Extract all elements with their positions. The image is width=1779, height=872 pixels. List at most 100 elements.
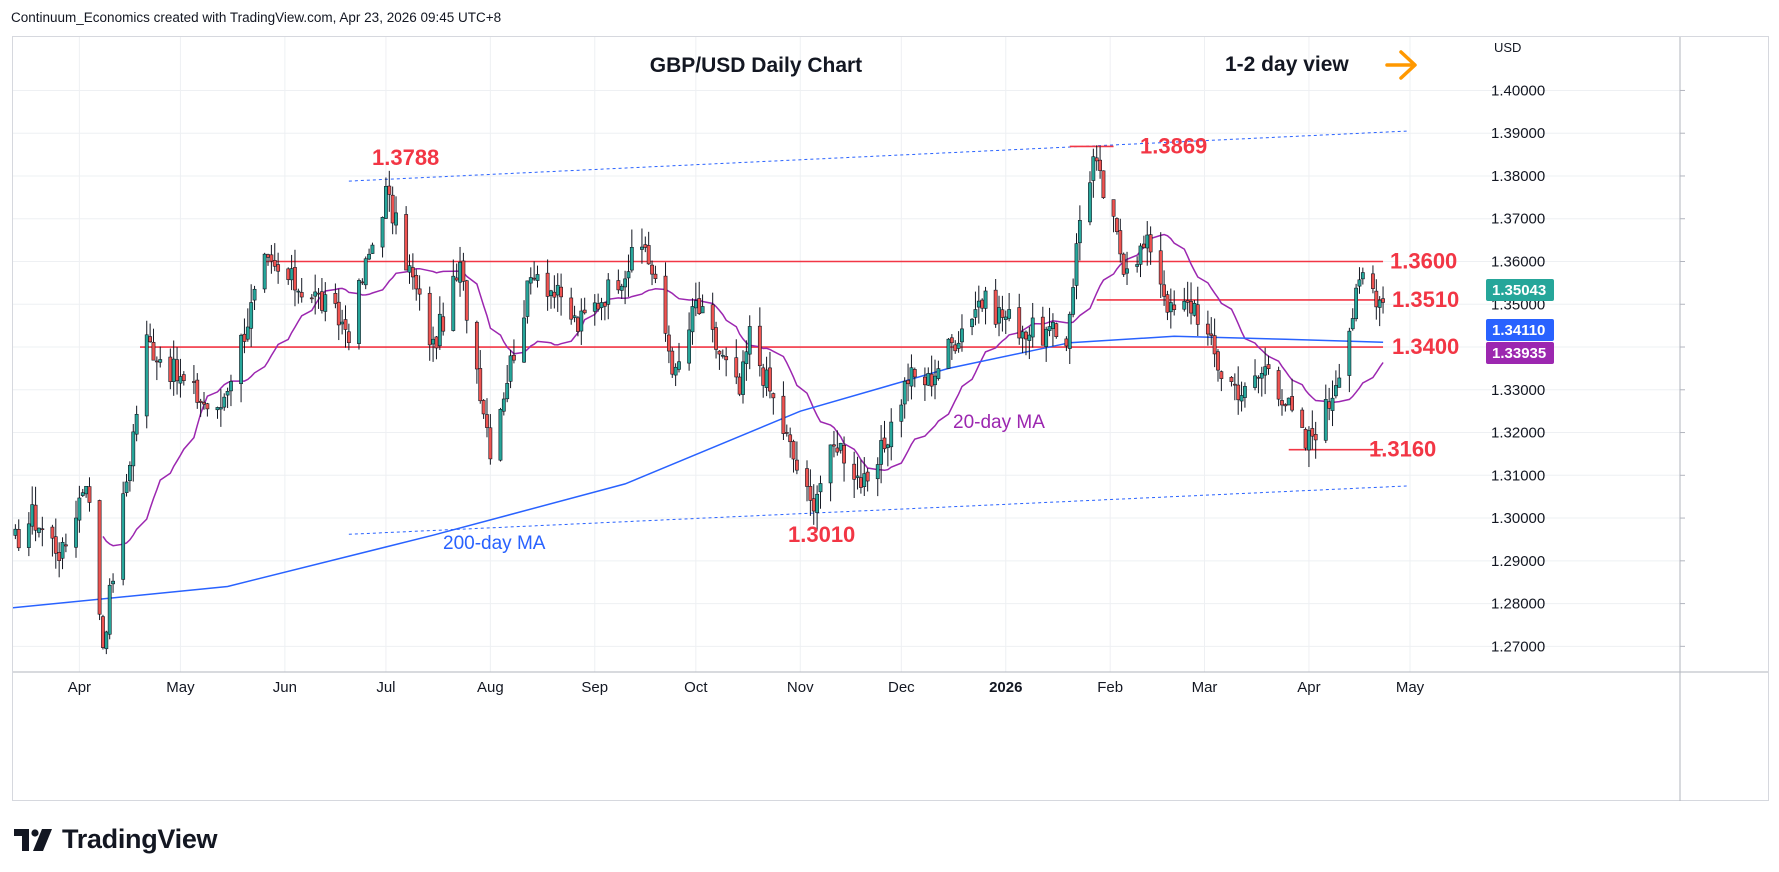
upper-channel-line <box>348 130 1407 182</box>
candle-body <box>1051 322 1055 329</box>
candle-body <box>643 244 648 248</box>
y-tick-label: 1.40000 <box>1491 82 1545 99</box>
candle-body <box>1333 385 1338 397</box>
price-badges: 1.35043 1.34110 1.33935 <box>1486 279 1554 364</box>
candle-body <box>1216 351 1220 371</box>
x-tick-label: Jun <box>273 679 297 696</box>
candle-body <box>717 350 722 355</box>
candle-body <box>960 328 964 343</box>
candle-body <box>1138 245 1143 265</box>
candle-body <box>626 271 631 279</box>
candle-body <box>1088 182 1092 223</box>
candle-body <box>936 368 941 379</box>
candle-body <box>673 366 678 376</box>
candle-body <box>205 403 210 410</box>
ma20-label: 20-day MA <box>953 412 1045 433</box>
candle-body <box>909 367 914 387</box>
candle-body <box>101 616 105 648</box>
candle-body <box>158 359 163 363</box>
candle-body <box>1313 433 1318 441</box>
candle-body <box>134 413 139 435</box>
annotation-1.3010: 1.3010 <box>788 522 855 547</box>
candle-body <box>229 381 233 392</box>
candle-body <box>384 186 388 219</box>
y-tick-label: 1.32000 <box>1491 425 1545 442</box>
moving-averages <box>13 233 1384 609</box>
candle-body <box>923 376 927 386</box>
candle-body <box>788 434 793 443</box>
candle-body <box>1243 386 1247 398</box>
candle-body <box>276 264 281 272</box>
candle-body <box>1121 253 1126 275</box>
candle-body <box>1047 326 1052 331</box>
chart-grid <box>13 37 1680 672</box>
candle-body <box>956 342 961 349</box>
candle-body <box>111 580 115 585</box>
candle-body <box>427 292 432 346</box>
y-tick-label: 1.27000 <box>1491 638 1545 655</box>
candle-body <box>1323 399 1328 441</box>
candle-body <box>687 329 692 364</box>
price-axis: 1.40000 1.39000 1.38000 1.37000 1.36000 1.350… <box>1491 37 1685 801</box>
price-badge-text: 1.33935 <box>1492 345 1546 362</box>
candle-body <box>946 338 951 369</box>
candle-body <box>434 336 439 349</box>
candle-body <box>26 523 31 548</box>
candle-body <box>417 288 422 295</box>
tradingview-logo[interactable]: TradingView <box>14 824 218 855</box>
candle-body <box>549 290 553 297</box>
candle-body <box>1219 371 1224 379</box>
candle-body <box>949 337 954 344</box>
candle-body <box>1074 243 1079 286</box>
candle-body <box>320 291 324 311</box>
y-tick-label: 1.36000 <box>1491 253 1545 270</box>
tradingview-icon <box>14 828 52 851</box>
candle-body <box>1354 287 1359 320</box>
candle-body <box>1280 400 1284 406</box>
candle-body <box>394 212 398 226</box>
candle-body <box>387 185 392 195</box>
candle-body <box>747 326 752 355</box>
candle-body <box>1276 370 1281 400</box>
candle-body <box>336 301 341 326</box>
candle-body <box>576 317 580 332</box>
candle-body <box>734 357 739 378</box>
candle-body <box>663 275 668 334</box>
candle-body <box>768 367 772 392</box>
annotations: 1.3600 1.3510 1.3400 1.3160 1.3869 1.3788 1.30… <box>372 50 1459 554</box>
candle-body <box>855 475 860 478</box>
candle-body <box>902 380 907 405</box>
candle-body <box>1232 383 1237 386</box>
candle-body <box>414 274 419 290</box>
candle-body <box>781 395 786 434</box>
candle-body <box>195 379 200 403</box>
candle-body <box>266 254 270 258</box>
candle-body <box>744 351 749 365</box>
x-tick-label: May <box>166 679 195 696</box>
candle-body <box>1239 395 1244 402</box>
candle-body <box>252 288 257 301</box>
candle-body <box>1286 397 1291 406</box>
price-badge-text: 1.34110 <box>1492 322 1545 339</box>
right-arrow-icon <box>1385 50 1417 80</box>
y-tick-label: 1.38000 <box>1491 168 1545 185</box>
candle-body <box>458 261 462 283</box>
x-tick-label: Nov <box>787 679 814 696</box>
candle-body <box>993 289 998 325</box>
candle-body <box>313 291 318 297</box>
candle-body <box>272 260 277 267</box>
candle-body <box>640 246 644 250</box>
time-axis: Apr May Jun Jul Aug Sep Oct Nov Dec 2026 Feb Mar Apr… <box>13 671 1768 696</box>
candle-body <box>879 440 884 465</box>
candle-body <box>670 350 675 375</box>
candle-body <box>198 400 203 403</box>
candle-body <box>1000 309 1005 318</box>
candle-body <box>454 277 459 281</box>
candle-body <box>1098 159 1102 171</box>
candle-body <box>1266 364 1271 370</box>
candle-body <box>1263 366 1268 376</box>
level-label-1.3600: 1.3600 <box>1390 248 1457 273</box>
candle-body <box>572 315 577 318</box>
candle-body <box>1303 429 1308 449</box>
